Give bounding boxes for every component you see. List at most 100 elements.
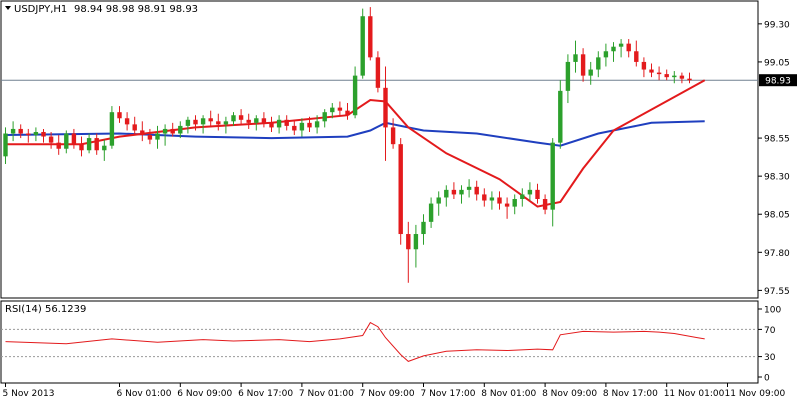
rsi-tick-label: 30 [764,353,776,363]
price-tick-label: 99.05 [764,58,790,68]
rsi-panel [0,300,759,384]
candle [185,116,191,134]
candle-body [216,121,221,125]
candle-body [603,51,609,58]
time-tick-label: 8 Nov 09:00 [542,389,597,399]
candle [428,197,434,228]
candle [679,72,685,84]
candle [155,125,160,149]
candle [375,51,381,93]
candle [140,121,145,142]
candle [284,115,289,131]
candle-body [504,203,510,207]
candle-body [299,122,305,131]
time-tick-label: 5 Nov 2013 [3,389,55,399]
candle-body [140,130,145,136]
candle [368,7,373,61]
current-price-label: 98.93 [765,76,791,86]
candle [246,113,251,129]
candle [193,115,198,131]
candle-body [345,110,350,116]
candle-body [596,57,601,70]
price-tick-label: 97.80 [764,249,790,259]
candle [482,188,487,207]
candle-body [33,131,39,136]
candle [398,138,403,245]
candle-body [558,90,563,143]
candle [352,66,358,119]
candle-body [497,197,502,204]
candle-body [330,107,335,113]
candle-body [542,199,548,210]
candle-body [185,119,191,126]
rsi-tick-label: 0 [764,374,770,384]
time-tick-label: 7 Nov 09:00 [360,389,415,399]
candle [10,121,16,142]
candle [406,221,411,283]
candle [56,135,61,155]
candle-body [527,189,533,195]
time-tick-label: 7 Nov 01:00 [299,389,354,399]
candle [489,191,495,210]
candle-body [261,118,267,123]
panel-collapse-arrow-icon[interactable] [5,6,11,10]
candle-body [64,133,69,149]
candle [117,106,122,123]
candle [102,139,107,161]
candle-body [618,43,624,47]
candle-body [383,87,388,128]
candle-body [672,75,677,78]
candle-body [489,197,495,201]
candle [147,128,153,145]
candle-body [109,112,115,146]
candle [588,61,593,85]
price-panel [0,0,759,299]
candle [33,127,39,142]
candle-body [459,189,464,195]
candle-body [482,194,487,201]
candle-body [360,16,365,76]
candle [504,197,510,219]
candle-body [337,107,343,111]
candle [626,39,631,58]
rsi-tick-label: 70 [764,326,776,336]
candle [231,112,236,126]
candle-body [254,118,259,123]
candle [656,66,662,81]
candle-body [550,142,555,210]
candle-body [474,186,479,195]
candle-body [26,133,31,136]
candle-body [178,125,183,134]
candle [307,116,312,132]
candle-body [276,119,282,128]
candle-body [56,142,61,149]
candle-body [117,112,122,119]
candle [170,122,175,137]
candle [124,112,130,131]
candle-body [94,138,99,151]
candle-body [580,54,586,76]
candle [565,54,571,104]
candle [542,194,548,215]
candle [573,40,578,73]
candle [550,138,555,227]
candle [580,48,586,82]
candle [178,121,183,139]
candle-body [436,197,441,204]
candle-body [451,189,457,195]
candle [413,224,419,268]
candle-body [649,69,654,73]
candle-body [664,74,669,78]
candle [459,185,464,204]
candle [558,80,563,149]
candle [208,110,213,128]
candle-body [155,133,160,140]
candle [497,191,502,210]
candle [200,115,206,134]
candle-body [368,16,373,58]
candle [390,118,396,149]
candle-body [10,128,16,134]
candle [48,131,54,149]
candle [345,103,350,120]
